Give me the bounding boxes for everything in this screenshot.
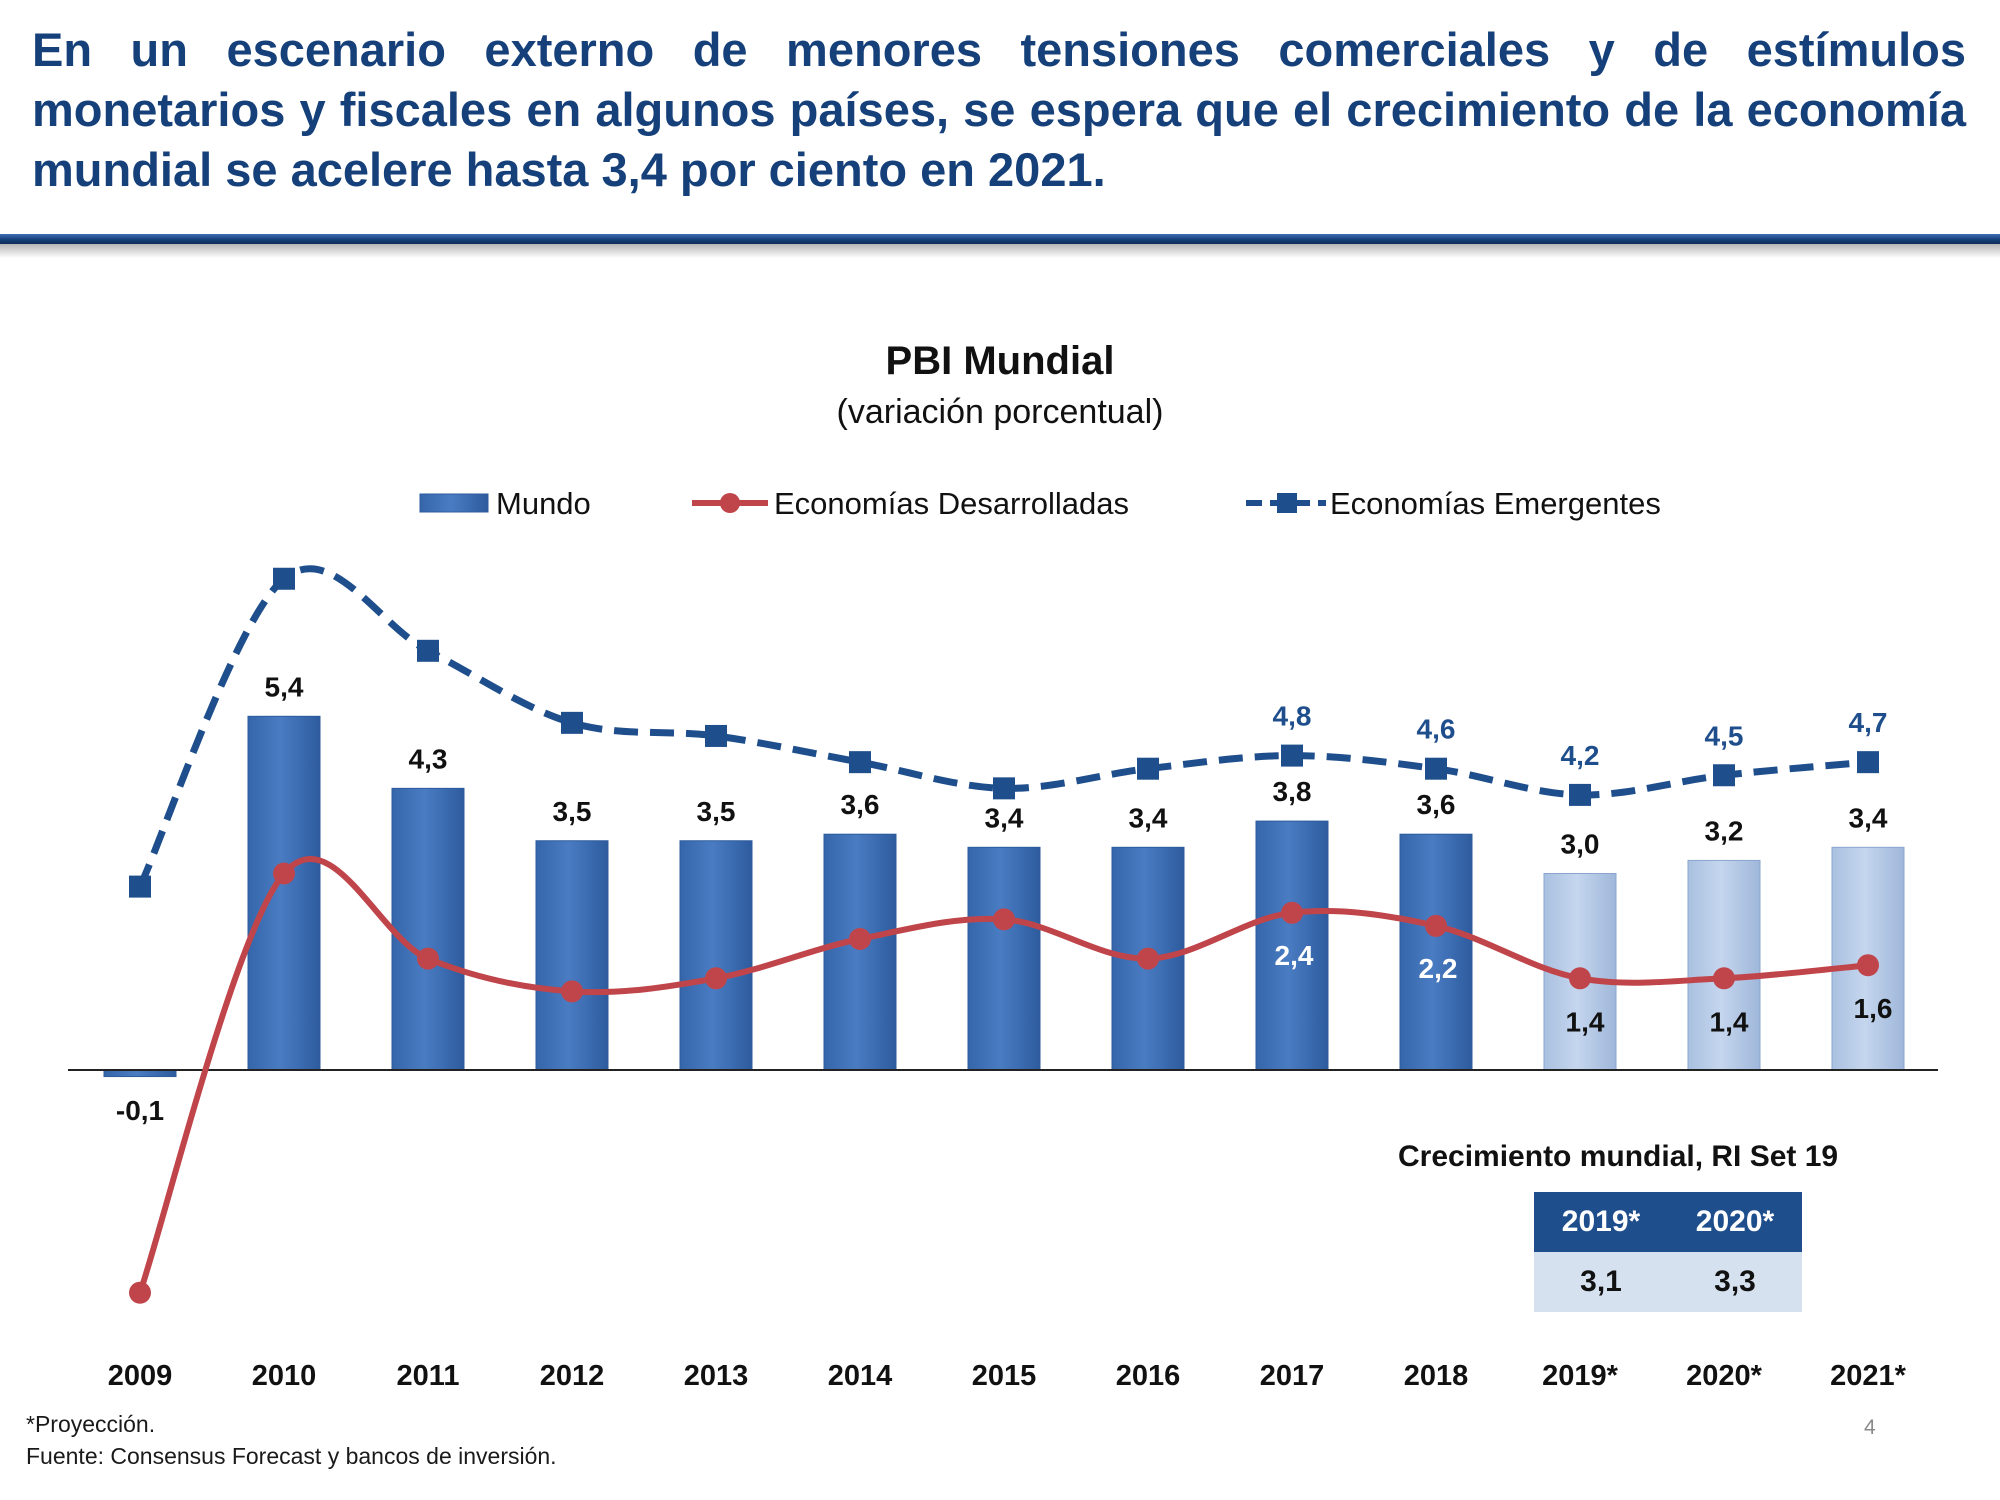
point-emergentes-2013 <box>705 724 727 747</box>
point-desarrolladas-2011 <box>417 947 439 970</box>
point-emergentes-2011 <box>417 639 439 662</box>
label-desarrolladas-2021: 1,6 <box>1854 993 1893 1024</box>
x-tick-2016: 2016 <box>1116 1360 1181 1392</box>
page-number: 4 <box>1864 1416 1876 1439</box>
label-emergentes-2021: 4,7 <box>1849 707 1888 738</box>
point-emergentes-2014 <box>849 751 871 774</box>
footnote-source: Fuente: Consensus Forecast y bancos de i… <box>26 1443 557 1469</box>
label-mundo-2021: 3,4 <box>1849 802 1888 833</box>
ri-header-2020: 2020* <box>1668 1192 1802 1252</box>
bar-mundo-2020 <box>1687 859 1761 1071</box>
bar-mundo-2011 <box>391 787 465 1071</box>
legend-label-mundo: Mundo <box>496 486 591 521</box>
label-desarrolladas-2019: 1,4 <box>1566 1006 1605 1037</box>
x-tick-2009: 2009 <box>108 1360 173 1392</box>
legend-label-desarrolladas: Economías Desarrolladas <box>774 486 1129 521</box>
point-emergentes-2020 <box>1713 764 1735 787</box>
x-tick-2015: 2015 <box>972 1360 1037 1392</box>
point-emergentes-2016 <box>1137 757 1159 780</box>
label-desarrolladas-2020: 1,4 <box>1710 1006 1749 1037</box>
point-emergentes-2021 <box>1857 751 1879 774</box>
point-desarrolladas-2013 <box>705 967 727 990</box>
ri-header-2019: 2019* <box>1534 1192 1668 1252</box>
header-rule <box>0 234 2000 244</box>
label-emergentes-2020: 4,5 <box>1705 720 1744 751</box>
point-emergentes-2012 <box>561 711 583 734</box>
x-tick-2011: 2011 <box>397 1360 460 1392</box>
point-desarrolladas-2014 <box>849 928 871 950</box>
point-desarrolladas-2009 <box>129 1281 151 1304</box>
label-desarrolladas-2018: 2,2 <box>1419 953 1458 984</box>
ri-value-2019: 3,1 <box>1534 1252 1668 1312</box>
chart-title: PBI Mundial <box>886 339 1115 383</box>
x-tick-2017: 2017 <box>1260 1360 1325 1392</box>
label-emergentes-2019: 4,2 <box>1561 740 1600 771</box>
ri-table-title: Crecimiento mundial, RI Set 19 <box>1398 1140 1839 1173</box>
x-tick-2010: 2010 <box>252 1360 317 1392</box>
label-mundo-2014: 3,6 <box>841 789 880 820</box>
bar-mundo-2010 <box>247 715 321 1071</box>
point-emergentes-2010 <box>273 567 295 590</box>
point-emergentes-2019 <box>1569 783 1591 806</box>
point-desarrolladas-2016 <box>1137 947 1159 970</box>
x-tick-2013: 2013 <box>684 1360 749 1392</box>
label-mundo-2013: 3,5 <box>697 796 736 827</box>
point-emergentes-2015 <box>993 777 1015 800</box>
x-tick-2020: 2020* <box>1686 1360 1763 1392</box>
chart-subtitle: (variación porcentual) <box>837 393 1164 431</box>
point-desarrolladas-2012 <box>561 980 583 1003</box>
label-mundo-2012: 3,5 <box>553 796 592 827</box>
footnote-projection: *Proyección. <box>26 1411 156 1437</box>
legend-label-emergentes: Economías Emergentes <box>1330 486 1661 521</box>
bar-mundo-2015 <box>967 846 1041 1071</box>
footnote: *Proyección. Fuente: Consensus Forecast … <box>26 1408 557 1472</box>
x-tick-2019: 2019* <box>1542 1360 1619 1392</box>
label-mundo-2010: 5,4 <box>265 671 304 702</box>
ri-table: 2019* 2020* 3,1 3,3 <box>1534 1192 1802 1312</box>
label-emergentes-2018: 4,6 <box>1417 714 1456 745</box>
label-mundo-2011: 4,3 <box>409 743 448 774</box>
header-rule-shadow <box>0 244 2000 258</box>
x-tick-2012: 2012 <box>540 1360 605 1392</box>
point-desarrolladas-2020 <box>1713 967 1735 990</box>
bar-mundo-2012 <box>535 840 609 1071</box>
point-desarrolladas-2010 <box>273 862 295 885</box>
ri-value-2020: 3,3 <box>1668 1252 1802 1312</box>
point-emergentes-2018 <box>1425 757 1447 780</box>
label-mundo-2020: 3,2 <box>1705 815 1744 846</box>
label-emergentes-2017: 4,8 <box>1273 701 1312 732</box>
point-emergentes-2017 <box>1281 744 1303 767</box>
bar-mundo-2014 <box>823 833 897 1071</box>
label-mundo-2015: 3,4 <box>985 802 1024 833</box>
point-desarrolladas-2015 <box>993 908 1015 931</box>
x-tick-2021: 2021* <box>1830 1360 1907 1392</box>
point-desarrolladas-2017 <box>1281 901 1303 924</box>
point-desarrolladas-2018 <box>1425 914 1447 937</box>
point-desarrolladas-2019 <box>1569 967 1591 990</box>
point-desarrolladas-2021 <box>1857 954 1879 977</box>
legend-swatch-mundo <box>419 493 489 513</box>
label-desarrolladas-2017: 2,4 <box>1275 940 1314 971</box>
label-mundo-2017: 3,8 <box>1273 776 1312 807</box>
slide-headline: En un escenario externo de menores tensi… <box>32 23 1966 196</box>
label-mundo-2019: 3,0 <box>1561 829 1600 860</box>
label-mundo-2016: 3,4 <box>1129 802 1168 833</box>
label-mundo-2018: 3,6 <box>1417 789 1456 820</box>
point-emergentes-2009 <box>129 875 151 898</box>
bar-mundo-2013 <box>679 840 753 1071</box>
series-line-desarrolladas <box>137 856 1869 1294</box>
x-tick-2018: 2018 <box>1404 1360 1469 1392</box>
x-tick-2014: 2014 <box>828 1360 893 1392</box>
label-mundo-2009: -0,1 <box>116 1095 164 1126</box>
legend-marker-desarrolladas <box>720 493 740 513</box>
legend-marker-emergentes <box>1277 493 1297 513</box>
